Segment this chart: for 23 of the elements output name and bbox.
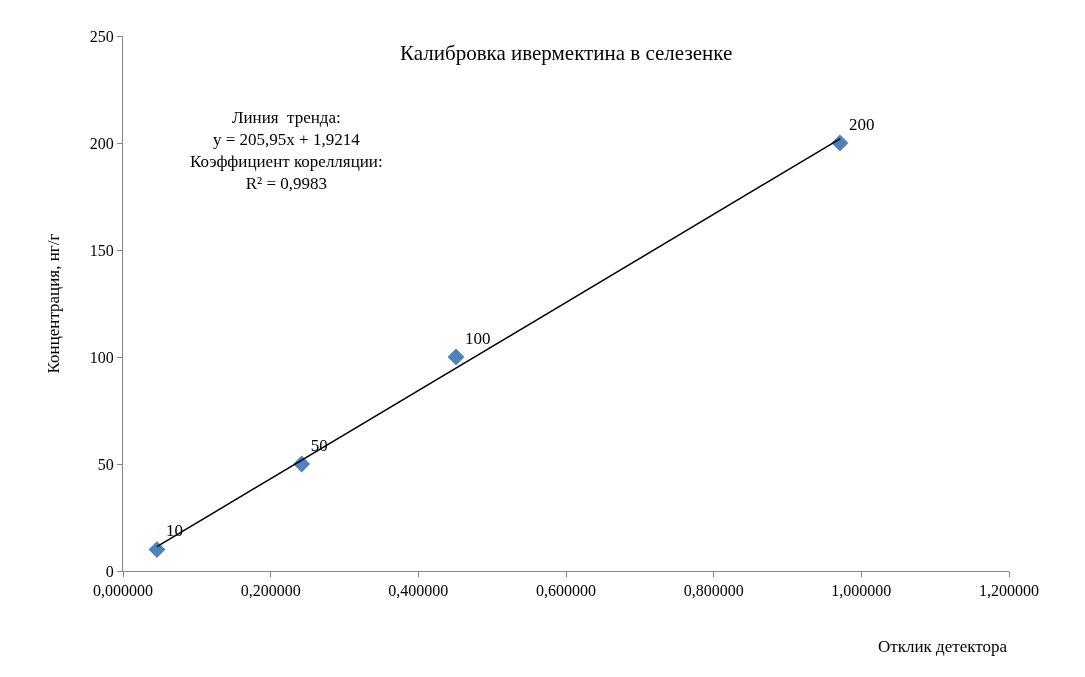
data-label: 50 [310,435,328,455]
point [148,541,166,559]
chart-title: Калибровка ивермектина в селезенке [400,41,733,65]
y-tick-label: 250 [89,27,114,45]
data-label: 200 [849,114,875,134]
y-axis-title: Концентрация, нг/г [44,233,64,374]
x-tick-label: 0,200000 [240,582,301,600]
x-tick-label: 0,000000 [93,582,153,600]
y-tick-label: 200 [89,134,114,152]
y-tick-label: 150 [89,241,114,259]
y-tick-label: 100 [89,348,114,366]
x-tick-label: 1,200000 [979,582,1039,600]
x-tick-label: 1,000000 [831,582,892,600]
x-tick-label: 0,600000 [536,582,596,600]
data-label: 100 [465,328,491,348]
x-axis-title: Отклик детектора [878,637,1008,656]
y-tick-label: 0 [105,562,114,580]
data-label: 10 [166,521,184,541]
x-tick-label: 0,400000 [388,582,449,600]
x-tick-label: 0,800000 [683,582,744,600]
point [447,348,465,366]
y-tick-label: 50 [97,455,114,473]
annotation: Линия тренда: y = 205,95x + 1,9214 Коэффициент корелляции: R² = 0,9983 [190,108,383,194]
